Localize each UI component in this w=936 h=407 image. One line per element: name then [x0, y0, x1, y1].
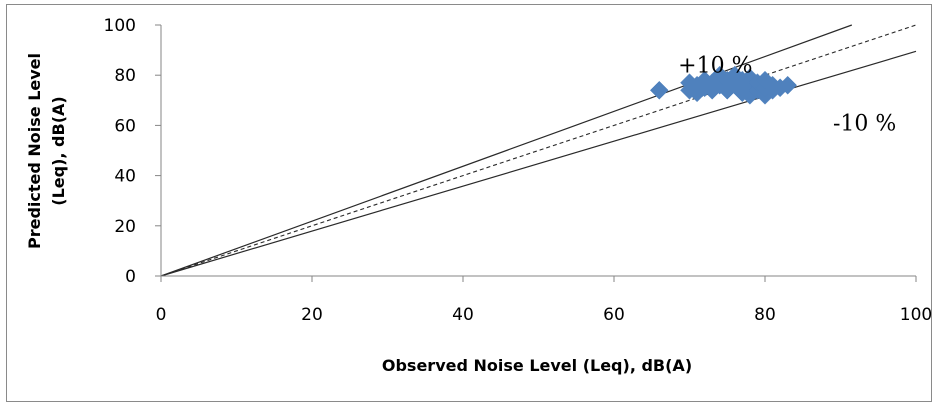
- y-axis-title-line-2: (Leq), dB(A): [49, 96, 68, 205]
- y-tick-label: 100: [104, 16, 136, 36]
- data-points: [649, 65, 798, 105]
- data-point: [649, 80, 669, 100]
- chart-frame: [6, 4, 932, 402]
- y-tick-label: 80: [114, 66, 136, 86]
- x-tick-label: 80: [754, 305, 776, 325]
- annotation-label: -10 %: [833, 111, 896, 136]
- y-tick-label: 60: [114, 116, 136, 136]
- one-to-one-line: [160, 24, 917, 277]
- axes: [160, 25, 916, 277]
- x-axis-title: Observed Noise Level (Leq), dB(A): [382, 356, 692, 375]
- annotations: +10 % -10 %: [678, 54, 896, 137]
- ten-percent-bound-line: [160, 50, 917, 277]
- data-point: [778, 75, 798, 95]
- x-tick-labels: 0 20 40 60 80 100: [156, 276, 932, 325]
- ten-percent-bound-line: [160, 24, 853, 277]
- y-axis-title-line-1: Predicted Noise Level: [25, 53, 44, 249]
- y-axis-title: Predicted Noise Level (Leq), dB(A): [25, 53, 68, 249]
- x-tick-label: 100: [900, 305, 932, 325]
- y-tick-labels: 0 20 40 60 80 100: [104, 16, 161, 287]
- annotation-label: +10 %: [678, 54, 752, 79]
- y-tick-label: 0: [125, 267, 136, 287]
- x-tick-label: 40: [452, 305, 474, 325]
- x-tick-label: 20: [301, 305, 323, 325]
- x-tick-label: 60: [603, 305, 625, 325]
- reference-lines: [160, 24, 917, 277]
- x-tick-label: 0: [156, 305, 167, 325]
- y-tick-label: 20: [114, 217, 136, 237]
- y-tick-label: 40: [114, 167, 136, 187]
